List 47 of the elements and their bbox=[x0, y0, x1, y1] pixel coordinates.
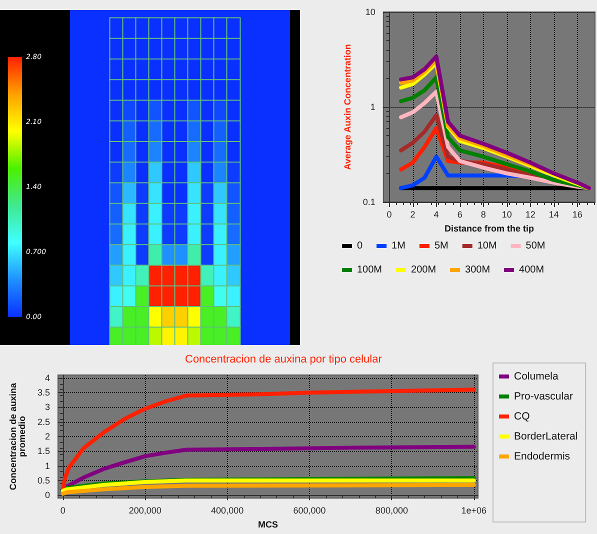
legend-label: 10M bbox=[477, 240, 497, 252]
x-tick-label: 400,000 bbox=[211, 506, 244, 516]
y-tick-label: 3 bbox=[44, 402, 50, 412]
x-tick-label: 8 bbox=[480, 210, 486, 220]
legend-label: 1M bbox=[392, 240, 406, 252]
x-tick-label: 12 bbox=[525, 210, 536, 220]
x-tick-label: 800,000 bbox=[375, 506, 408, 516]
legend-label: Columela bbox=[514, 370, 559, 382]
x-tick-label: 14 bbox=[548, 210, 559, 220]
x-tick-label: 6 bbox=[457, 210, 462, 220]
y-tick-label: 1.5 bbox=[37, 446, 50, 456]
x-tick-label: 1e+06 bbox=[461, 506, 487, 516]
x-tick-label: 200,000 bbox=[128, 506, 162, 516]
x-axis-title: Distance from the tip bbox=[444, 223, 534, 234]
y-tick-label: 10 bbox=[365, 7, 376, 17]
y-tick-label: 0 bbox=[44, 490, 50, 500]
y-tick-label: 4 bbox=[44, 372, 50, 383]
y-tick-label: 0.1 bbox=[362, 197, 376, 207]
legend-label: 5M bbox=[434, 240, 448, 252]
y-tick-label: 1 bbox=[44, 460, 50, 471]
x-tick-label: 0 bbox=[60, 506, 66, 516]
x-tick-label: 10 bbox=[502, 210, 512, 220]
y-tick-label: 1 bbox=[370, 102, 376, 112]
legend-label: Pro-vascular bbox=[514, 390, 574, 402]
legend-label: CQ bbox=[514, 410, 530, 422]
legend-label: 100M bbox=[357, 264, 382, 276]
x-tick-label: 4 bbox=[434, 210, 439, 220]
y-axis-title: Concentracion de auxina promedio bbox=[8, 382, 28, 490]
legend-label: BorderLateral bbox=[514, 430, 578, 442]
x-tick-label: 0 bbox=[386, 210, 392, 220]
legend-label: 300M bbox=[465, 264, 490, 276]
y-axis-title: Average Auxin Concentration bbox=[342, 44, 352, 170]
legend-label: 0 bbox=[357, 240, 363, 252]
y-tick-label: 3.5 bbox=[37, 388, 50, 398]
x-tick-label: 600,000 bbox=[293, 506, 326, 516]
y-tick-label: 0.5 bbox=[37, 476, 50, 486]
legend-label: 50M bbox=[526, 240, 546, 252]
legend-label: Endodermis bbox=[514, 450, 570, 462]
x-axis-title: MCS bbox=[258, 520, 278, 530]
chart-title: Concentracion de auxina por tipo celular bbox=[185, 354, 382, 366]
line-series bbox=[60, 482, 476, 496]
y-tick-label: 2.5 bbox=[37, 416, 50, 427]
x-tick-label: 16 bbox=[572, 210, 582, 220]
legend-label: 400M bbox=[519, 264, 544, 276]
x-tick-label: 2 bbox=[410, 210, 416, 220]
y-tick-label: 2 bbox=[44, 432, 50, 442]
legend-label: 200M bbox=[411, 264, 436, 276]
